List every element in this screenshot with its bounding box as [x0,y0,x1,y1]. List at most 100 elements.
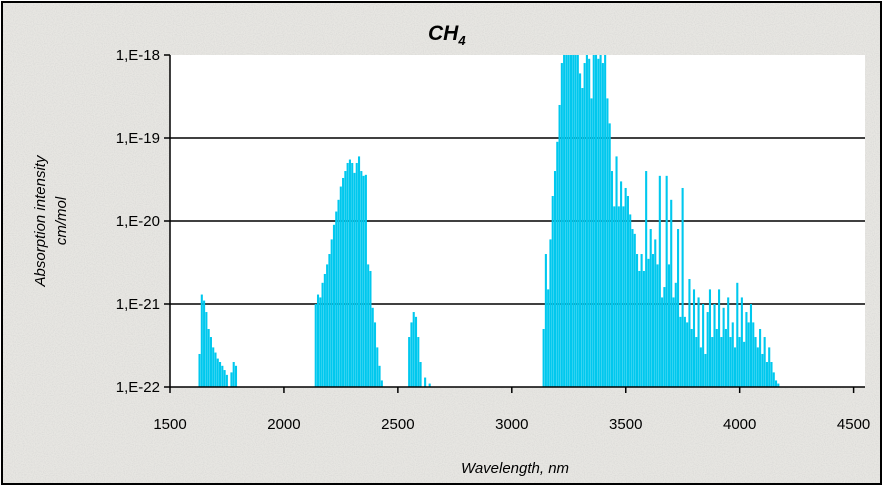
absorption-bar [373,322,377,387]
absorption-bar [613,206,616,387]
x-tick-label: 3500 [609,416,642,433]
absorption-bar [661,297,664,387]
absorption-bar [355,162,358,387]
absorption-bar [551,196,554,387]
absorption-bar [412,312,415,387]
absorption-bar [579,73,582,387]
absorption-bar [770,362,773,387]
absorption-bar [216,358,219,387]
absorption-bar [679,316,682,387]
absorption-bar [221,365,224,387]
absorption-bar [549,239,552,387]
absorption-bar [380,380,383,387]
absorption-bar [658,175,661,387]
bars [198,55,780,388]
absorption-bar [724,328,727,387]
absorption-bar [670,199,673,387]
absorption-bar [424,377,427,387]
y-tick-label: 1,E-20 [116,213,160,230]
absorption-bar [565,55,568,387]
absorption-bar [590,98,593,388]
absorption-bar [410,322,413,387]
absorption-bar [342,177,345,387]
absorption-bar [738,337,741,387]
absorption-bar [353,172,356,387]
x-tick-label: 1500 [153,416,186,433]
absorption-bar [649,229,652,387]
y-axis-title-line1: Absorption intensity [32,154,49,287]
x-tick-label: 4500 [837,416,870,433]
absorption-bar [756,347,759,387]
absorption-bar [592,55,595,387]
gridlines [170,137,865,305]
y-axis-title-line2: cm/mol [53,196,70,245]
absorption-bar [378,365,381,387]
absorption-bar [617,206,620,387]
absorption-bar [622,206,625,387]
absorption-bar [203,300,206,387]
absorption-bar [688,279,691,387]
absorption-bar [346,162,349,387]
absorption-bar [718,289,721,387]
absorption-bar [558,104,561,387]
absorption-bar [223,370,226,387]
absorption-bar [326,264,329,387]
absorption-bar [364,174,367,387]
absorption-bar [615,156,618,387]
absorption-bar [629,214,632,387]
y-tick-label: 1,E-19 [116,130,160,147]
absorption-bar [344,171,347,387]
y-ticks: 1,E-18 1,E-19 1,E-20 1,E-21 1,E-22 [116,47,170,396]
absorption-bar [207,328,210,387]
absorption-bar [597,58,600,388]
absorption-bar [749,304,753,387]
absorption-bar [695,337,698,387]
absorption-bar [316,294,320,387]
absorption-bar [754,337,757,387]
absorption-bar [588,58,591,388]
absorption-bar [722,307,725,387]
absorption-bar [638,270,641,387]
absorption-bar [351,162,354,387]
absorption-bar [759,328,762,387]
x-tick-label: 2500 [381,416,414,433]
absorption-bar [357,156,361,387]
absorption-bar [330,239,333,387]
absorption-bar [672,297,675,387]
absorption-bar [417,337,420,387]
absorption-bar [606,98,609,388]
absorption-bar [335,211,338,387]
absorption-bar [367,264,370,387]
absorption-bar [715,328,718,387]
absorption-bar [599,55,602,387]
absorption-bar [686,322,689,387]
absorption-bar [765,362,768,387]
absorption-bar [667,264,670,387]
absorption-bar [761,353,764,387]
absorption-bar [563,55,566,387]
absorption-bar [736,282,739,387]
y-tick-label: 1,E-18 [116,47,160,64]
absorption-bar [747,322,750,387]
absorption-bar [727,297,730,387]
absorption-bar [209,337,212,387]
absorption-bar [681,187,684,387]
absorption-bar [574,55,577,387]
absorption-bar [328,254,331,387]
absorption-bar [740,297,743,387]
absorption-bar [544,254,547,387]
absorption-bar [214,352,217,387]
absorption-bar [663,287,666,387]
absorption-bar [656,264,659,387]
absorption-bar [642,270,645,387]
absorption-bar [620,181,623,387]
absorption-bar [369,270,372,387]
absorption-bar [729,337,732,387]
absorption-bar [553,171,557,387]
x-ticks: 1500 2000 2500 3000 3500 4000 4500 [153,387,870,433]
absorption-bar [690,328,693,387]
absorption-bar [697,297,700,387]
absorption-bar [608,123,611,387]
absorption-bar [200,294,203,387]
absorption-bar [733,347,737,387]
